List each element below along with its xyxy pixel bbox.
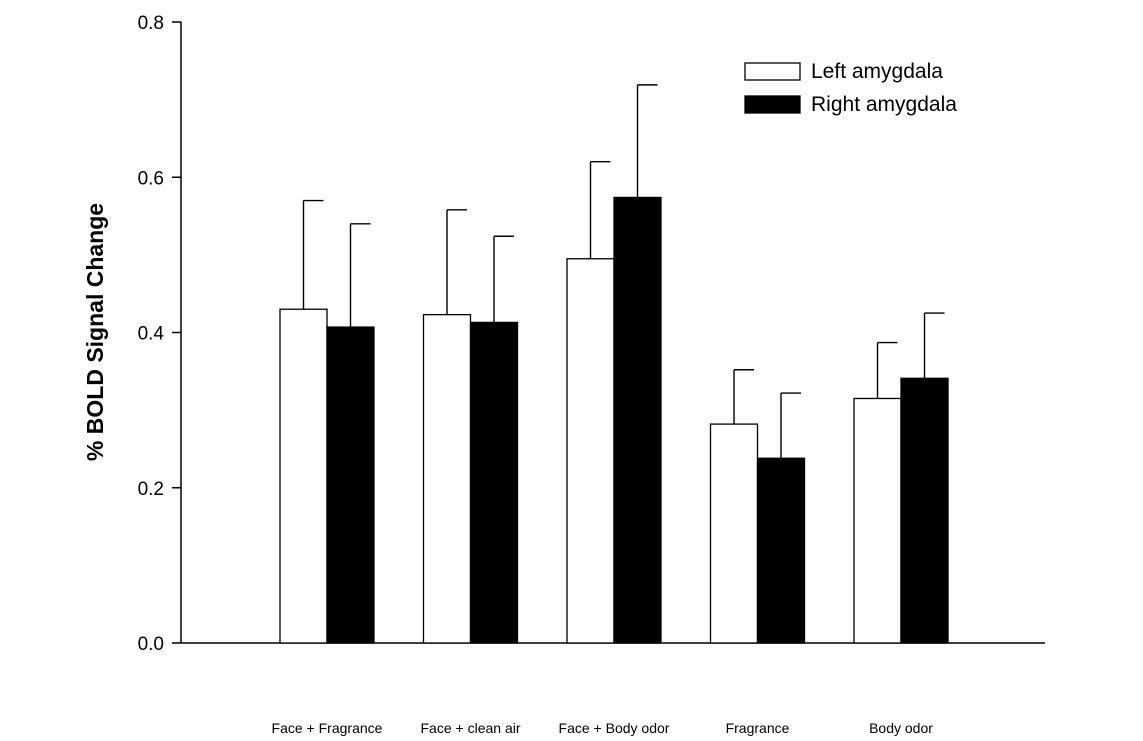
bar	[326, 326, 375, 644]
legend: Left amygdala Right amygdala	[744, 60, 957, 116]
bar	[709, 423, 759, 644]
y-tick-label: 0.4	[138, 324, 165, 345]
legend-swatch	[744, 95, 801, 114]
y-ticks: 0.0 0.2 0.4 0.6 0.8	[138, 13, 181, 655]
category-label: Face + Fragrance	[272, 720, 383, 736]
legend-label: Right amygdala	[811, 93, 957, 116]
category-labels: Face + Fragrance Face + clean air Face + B…	[272, 720, 934, 736]
y-tick-label: 0.0	[138, 634, 164, 655]
bar	[613, 196, 662, 644]
category-label: Body odor	[869, 720, 933, 736]
category-label: Fragrance	[726, 720, 790, 736]
y-tick-label: 0.2	[138, 479, 164, 500]
bars	[279, 196, 949, 644]
bar	[853, 397, 902, 644]
bar	[756, 457, 806, 644]
bar	[900, 377, 949, 644]
y-axis-title: % BOLD Signal Change	[82, 203, 108, 461]
legend-label: Left amygdala	[811, 60, 943, 83]
y-tick-label: 0.6	[138, 168, 164, 189]
category-label: Face + Body odor	[559, 720, 670, 736]
bar	[422, 313, 472, 644]
bar	[566, 258, 615, 644]
error-bars	[302, 84, 945, 459]
bar	[279, 308, 328, 644]
legend-swatch	[744, 62, 801, 81]
category-label: Face + clean air	[421, 720, 521, 736]
bar	[469, 321, 519, 644]
y-tick-label: 0.8	[138, 13, 164, 34]
